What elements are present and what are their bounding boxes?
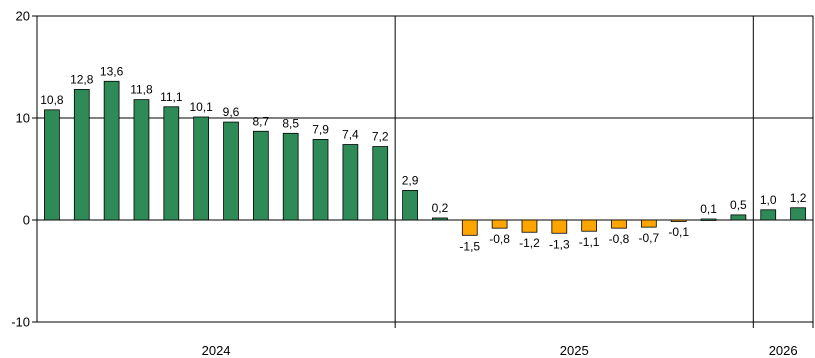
bar-20 bbox=[640, 219, 657, 228]
bar-21 bbox=[670, 219, 687, 222]
bar-18 bbox=[581, 219, 598, 232]
y-tick-label-2: 10 bbox=[16, 111, 30, 126]
data-label-15: -0,8 bbox=[489, 232, 510, 246]
data-label-7: 8,7 bbox=[253, 114, 270, 128]
x-category-label-2: 2026 bbox=[769, 343, 798, 358]
bar-10 bbox=[342, 144, 359, 221]
axes: -10 0 10 20 2024 2025 2026 bbox=[11, 9, 814, 358]
data-label-9: 7,9 bbox=[312, 122, 329, 136]
bar-16 bbox=[521, 219, 538, 233]
grid-lines bbox=[37, 15, 813, 323]
data-label-17: -1,3 bbox=[549, 237, 570, 251]
data-label-3: 11,8 bbox=[130, 83, 153, 97]
bar-11 bbox=[372, 146, 389, 221]
data-label-16: -1,2 bbox=[519, 236, 540, 250]
data-label-18: -1,1 bbox=[579, 235, 600, 249]
data-label-1: 12,8 bbox=[70, 72, 94, 86]
y-tick-label-1: 0 bbox=[23, 213, 30, 228]
bar-0 bbox=[44, 109, 60, 221]
y-tick-label-3: 20 bbox=[16, 9, 30, 24]
bar-3 bbox=[133, 99, 150, 221]
data-label-25: 1,2 bbox=[790, 191, 807, 205]
bar-8 bbox=[282, 132, 299, 221]
bar-5 bbox=[193, 116, 210, 221]
bar-19 bbox=[611, 219, 627, 229]
bar-14 bbox=[461, 219, 478, 236]
data-label-22: 0,1 bbox=[700, 202, 717, 216]
data-label-21: -0,1 bbox=[668, 225, 689, 239]
data-label-4: 11,1 bbox=[160, 90, 183, 104]
bar-4 bbox=[163, 106, 180, 221]
data-label-11: 7,2 bbox=[372, 130, 389, 144]
data-label-6: 9,6 bbox=[223, 105, 240, 119]
bar-23 bbox=[730, 214, 747, 221]
bar-17 bbox=[551, 219, 568, 234]
bar-13 bbox=[432, 217, 448, 221]
bar-12 bbox=[402, 190, 418, 221]
bar-2 bbox=[103, 80, 120, 221]
bar-15 bbox=[491, 219, 508, 229]
bar-9 bbox=[312, 139, 329, 221]
x-category-label-1: 2025 bbox=[560, 343, 589, 358]
y-tick-label-0: -10 bbox=[11, 315, 30, 330]
data-label-23: 0,5 bbox=[730, 198, 747, 212]
bar-22 bbox=[700, 218, 717, 221]
data-label-2: 13,6 bbox=[100, 64, 124, 78]
bars bbox=[44, 80, 806, 236]
x-category-label-0: 2024 bbox=[202, 343, 231, 358]
data-labels: 10,8 12,8 13,6 11,8 11,1 10,1 9,6 8,7 8,5 7,9 7,4 7… bbox=[40, 64, 806, 253]
data-label-24: 1,0 bbox=[760, 193, 777, 207]
plot-frame bbox=[36, 15, 814, 323]
bar-6 bbox=[223, 121, 239, 221]
data-label-5: 10,1 bbox=[189, 100, 213, 114]
data-label-10: 7,4 bbox=[342, 128, 359, 142]
bar-7 bbox=[252, 130, 269, 221]
data-label-13: 0,2 bbox=[432, 201, 449, 215]
data-label-19: -0,8 bbox=[609, 232, 630, 246]
bar-1 bbox=[73, 89, 90, 221]
data-label-0: 10,8 bbox=[40, 93, 64, 107]
data-label-12: 2,9 bbox=[402, 173, 419, 187]
bar-24 bbox=[760, 209, 777, 221]
data-label-8: 8,5 bbox=[282, 116, 299, 130]
data-label-14: -1,5 bbox=[459, 239, 480, 253]
bar-25 bbox=[790, 207, 806, 221]
data-label-20: -0,7 bbox=[639, 231, 660, 245]
